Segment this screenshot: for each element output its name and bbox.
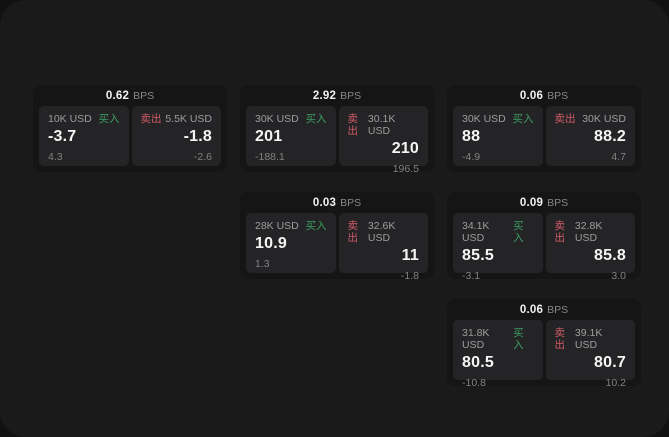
sell-price: 85.8 [594,247,626,264]
buy-panel[interactable]: 28K USD 买入 10.9 1.3 [246,213,336,273]
sell-tag: 卖出 [140,113,162,125]
bps-value: 0.06 [519,89,544,102]
sell-amount: 5.5K USD [165,113,212,125]
buy-tag: 买入 [98,113,120,125]
buy-amount: 30K USD [462,113,506,125]
sell-tag: 卖出 [554,113,576,125]
sell-amount: 39.1K USD [574,327,603,351]
bps-unit-label: BPS [547,89,569,102]
buy-price: 201 [255,128,283,145]
buy-delta: 4.3 [48,151,63,163]
sell-price: -1.8 [183,128,212,145]
sell-amount: 32.6K USD [367,220,396,244]
sell-tag: 卖出 [554,327,566,351]
bps-unit-label: BPS [547,303,569,316]
sell-price: 80.7 [594,354,626,371]
buy-tag: 买入 [512,113,534,125]
sell-panel[interactable]: 卖出 39.1K USD 80.7 10.2 [545,320,635,389]
sell-amount: 30.1K USD [367,113,396,137]
buy-tag: 买入 [513,327,524,351]
buy-panel[interactable]: 10K USD 买入 -3.7 4.3 [39,106,129,166]
card-header: 0.62 BPS [33,85,227,106]
buy-panel[interactable]: 30K USD 买入 88 -4.9 [453,106,543,166]
bps-unit-label: BPS [340,89,362,102]
buy-price: 10.9 [255,235,287,252]
buy-tag: 买入 [513,220,524,244]
bps-value: 0.06 [519,303,544,316]
buy-amount: 10K USD [48,113,92,125]
card-header: 0.06 BPS [447,299,641,320]
card-header: 0.06 BPS [447,85,641,106]
buy-amount: 34.1K USD [462,220,490,244]
sell-amount: 30K USD [582,113,626,125]
card-header: 0.03 BPS [240,192,434,213]
sell-tag: 卖出 [554,220,566,244]
buy-delta: -10.8 [462,377,486,389]
buy-price: 80.5 [462,354,494,371]
sell-price: 210 [391,140,419,157]
card-header: 0.09 BPS [447,192,641,213]
bps-unit-label: BPS [133,89,155,102]
sell-tag: 卖出 [347,220,359,244]
sell-price: 11 [401,247,419,264]
sell-panel[interactable]: 卖出 5.5K USD -1.8 -2.6 [131,106,221,166]
quote-card: 0.03 BPS 28K USD 买入 10.9 1.3 卖出 32.6K US… [240,192,434,282]
sell-panel[interactable]: 卖出 30K USD 88.2 4.7 [545,106,635,166]
buy-panel[interactable]: 34.1K USD 买入 85.5 -3.1 [453,213,543,282]
buy-delta: -188.1 [255,151,285,163]
quote-card: 2.92 BPS 30K USD 买入 201 -188.1 卖出 30.1K … [240,85,434,175]
sell-delta: 196.5 [392,163,419,175]
bps-value: 0.03 [312,196,337,209]
buy-delta: -3.1 [462,270,481,282]
quote-card: 0.09 BPS 34.1K USD 买入 85.5 -3.1 卖出 32.8K… [447,192,641,282]
buy-price: 88 [462,128,481,145]
sell-panel[interactable]: 卖出 32.8K USD 85.8 3.0 [545,213,635,282]
sell-amount: 32.8K USD [574,220,603,244]
buy-amount: 31.8K USD [462,327,490,351]
sell-tag: 卖出 [347,113,359,137]
sell-panel[interactable]: 卖出 30.1K USD 210 196.5 [338,106,428,175]
sell-delta: -1.8 [400,270,419,282]
bps-unit-label: BPS [340,196,362,209]
buy-delta: 1.3 [255,258,270,270]
sell-panel[interactable]: 卖出 32.6K USD 11 -1.8 [338,213,428,282]
buy-tag: 买入 [305,220,327,232]
buy-price: -3.7 [48,128,77,145]
quote-card: 0.06 BPS 30K USD 买入 88 -4.9 卖出 30K USD 8… [447,85,641,172]
sell-delta: 10.2 [605,377,626,389]
bps-value: 2.92 [312,89,337,102]
card-header: 2.92 BPS [240,85,434,106]
buy-price: 85.5 [462,247,494,264]
buy-panel[interactable]: 30K USD 买入 201 -188.1 [246,106,336,166]
sell-delta: 4.7 [611,151,626,163]
quote-card: 0.06 BPS 31.8K USD 买入 80.5 -10.8 卖出 39.1… [447,299,641,389]
bps-unit-label: BPS [547,196,569,209]
sell-delta: -2.6 [193,151,212,163]
buy-amount: 28K USD [255,220,299,232]
quote-card: 0.62 BPS 10K USD 买入 -3.7 4.3 卖出 5.5K USD… [33,85,227,172]
bps-value: 0.09 [519,196,544,209]
buy-delta: -4.9 [462,151,481,163]
sell-delta: 3.0 [611,270,626,282]
buy-panel[interactable]: 31.8K USD 买入 80.5 -10.8 [453,320,543,389]
sell-price: 88.2 [594,128,626,145]
bps-value: 0.62 [105,89,130,102]
buy-amount: 30K USD [255,113,299,125]
buy-tag: 买入 [305,113,327,125]
